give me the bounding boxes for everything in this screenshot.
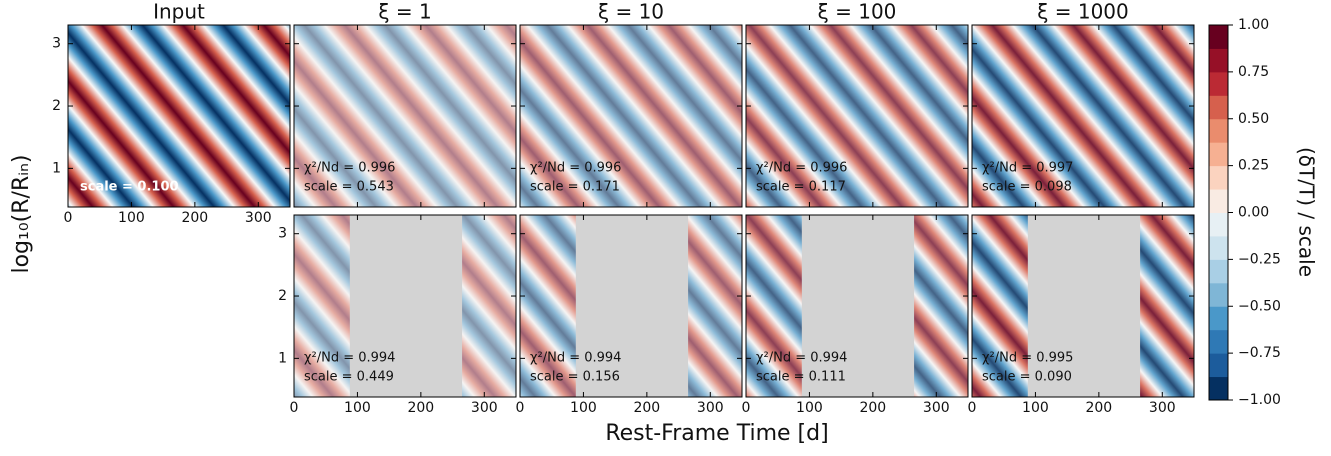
x-tick-label: 300 xyxy=(1149,400,1176,416)
panel-frame xyxy=(745,24,969,208)
colorbar-tick-label: 1.00 xyxy=(1238,17,1269,33)
heatmap xyxy=(68,25,290,207)
annotation: scale = 0.100 xyxy=(80,180,179,195)
x-axis-label: Rest-Frame Time [d] xyxy=(605,421,828,446)
y-tick-label: 2 xyxy=(52,98,61,114)
panel-frame xyxy=(971,24,1195,208)
heatmap xyxy=(972,25,1194,207)
colorbar-swatch xyxy=(1209,212,1228,237)
colorbar-swatch xyxy=(1209,353,1228,378)
colorbar-swatch xyxy=(1209,376,1228,401)
y-axis-label: log₁₀(R/Rᵢₙ) xyxy=(9,154,34,273)
panel-title: ξ = 10 xyxy=(598,0,664,24)
panel-title: ξ = 1 xyxy=(378,0,431,24)
masked-region xyxy=(349,215,463,397)
colorbar-tick-label: −0.25 xyxy=(1238,251,1281,267)
colorbar-swatch xyxy=(1209,282,1228,307)
colorbar-swatch xyxy=(1209,235,1228,260)
heatmap xyxy=(294,25,516,207)
x-tick-label: 100 xyxy=(344,400,371,416)
annotation: χ²/Nd = 0.994 xyxy=(530,351,621,366)
y-tick-label: 1 xyxy=(52,160,61,176)
x-tick-label: 100 xyxy=(570,400,597,416)
panel-frame xyxy=(293,214,517,398)
masked-region xyxy=(1027,215,1141,397)
annotation: scale = 0.111 xyxy=(756,370,846,385)
x-tick-label: 300 xyxy=(245,210,272,226)
colorbar-swatch xyxy=(1209,118,1228,143)
annotation: χ²/Nd = 0.994 xyxy=(756,351,847,366)
panel-title: Input xyxy=(153,0,205,24)
colorbar-swatch xyxy=(1209,48,1228,73)
panel-frame xyxy=(519,24,743,208)
x-tick-label: 200 xyxy=(1085,400,1112,416)
panel-frame xyxy=(745,214,969,398)
masked-region xyxy=(801,215,915,397)
y-tick-label: 2 xyxy=(278,288,287,304)
panel-frame xyxy=(67,24,291,208)
annotation: χ²/Nd = 0.995 xyxy=(982,351,1073,366)
colorbar-tick-label: 0.25 xyxy=(1238,158,1269,174)
colorbar-swatch xyxy=(1209,71,1228,96)
x-tick-label: 0 xyxy=(968,400,977,416)
annotation: scale = 0.090 xyxy=(982,370,1072,385)
x-tick-label: 200 xyxy=(407,400,434,416)
panel-title: ξ = 100 xyxy=(818,0,897,24)
colorbar-tick-label: 0.00 xyxy=(1238,205,1269,221)
annotation: χ²/Nd = 0.996 xyxy=(756,161,847,176)
colorbar-swatch xyxy=(1209,329,1228,354)
colorbar-swatch xyxy=(1209,25,1228,49)
heatmap xyxy=(746,25,968,207)
colorbar-tick-label: −0.75 xyxy=(1238,345,1281,361)
x-tick-label: 200 xyxy=(181,210,208,226)
colorbar-tick-label: 0.75 xyxy=(1238,64,1269,80)
annotation: scale = 0.449 xyxy=(304,370,394,385)
x-tick-label: 300 xyxy=(923,400,950,416)
annotation: scale = 0.171 xyxy=(530,180,620,195)
panel-frame xyxy=(971,214,1195,398)
x-tick-label: 200 xyxy=(633,400,660,416)
x-tick-label: 0 xyxy=(290,400,299,416)
colorbar-tick-label: −1.00 xyxy=(1238,392,1281,408)
panel-title: ξ = 1000 xyxy=(1037,0,1129,24)
colorbar-tick-label: −0.50 xyxy=(1238,298,1281,314)
colorbar-swatch xyxy=(1209,165,1228,190)
x-tick-label: 100 xyxy=(1022,400,1049,416)
annotation: χ²/Nd = 0.996 xyxy=(530,161,621,176)
colorbar-label: (δT/T) / scale xyxy=(1295,147,1319,277)
colorbar-swatch xyxy=(1209,306,1228,331)
x-tick-label: 0 xyxy=(516,400,525,416)
x-tick-label: 100 xyxy=(796,400,823,416)
annotation: χ²/Nd = 0.996 xyxy=(304,161,395,176)
y-tick-label: 3 xyxy=(52,36,61,52)
x-tick-label: 300 xyxy=(697,400,724,416)
colorbar-swatch xyxy=(1209,189,1228,213)
annotation: scale = 0.543 xyxy=(304,180,394,195)
x-tick-label: 300 xyxy=(471,400,498,416)
y-tick-label: 3 xyxy=(278,226,287,242)
annotation: χ²/Nd = 0.997 xyxy=(982,161,1073,176)
panel-frame xyxy=(293,24,517,208)
panel-frame xyxy=(519,214,743,398)
x-tick-label: 100 xyxy=(118,210,145,226)
x-tick-label: 200 xyxy=(859,400,886,416)
annotation: χ²/Nd = 0.994 xyxy=(304,351,395,366)
annotation: scale = 0.117 xyxy=(756,180,846,195)
y-tick-label: 1 xyxy=(278,350,287,366)
annotation: scale = 0.098 xyxy=(982,180,1072,195)
x-tick-label: 0 xyxy=(64,210,73,226)
x-tick-label: 0 xyxy=(742,400,751,416)
colorbar-swatch xyxy=(1209,259,1228,284)
masked-region xyxy=(575,215,689,397)
colorbar-tick-label: 0.50 xyxy=(1238,111,1269,127)
colorbar-swatch xyxy=(1209,95,1228,120)
colorbar-swatch xyxy=(1209,142,1228,167)
annotation: scale = 0.156 xyxy=(530,370,620,385)
heatmap xyxy=(520,25,742,207)
